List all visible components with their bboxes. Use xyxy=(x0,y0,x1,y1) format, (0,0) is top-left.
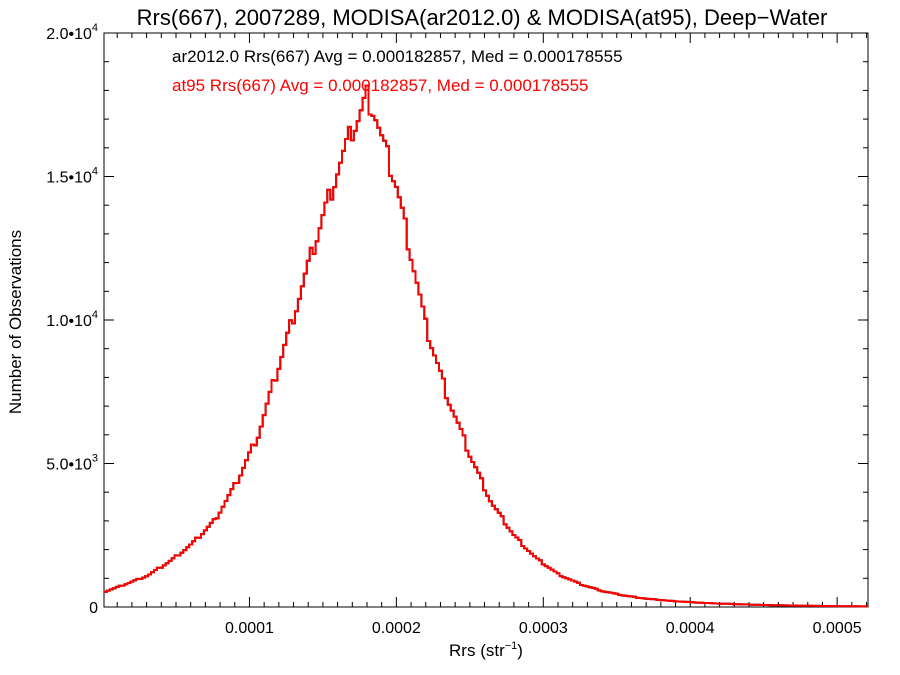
histogram-series-ar2012.0 xyxy=(104,84,868,608)
y-tick-exponent: 4 xyxy=(92,166,98,178)
x-tick-label: 0.0004 xyxy=(666,620,715,637)
y-axis-label: Number of Observations xyxy=(6,230,25,414)
chart-title: Rrs(667), 2007289, MODISA(ar2012.0) & MO… xyxy=(137,5,828,30)
histogram-series-at95 xyxy=(104,84,868,608)
y-tick-exponent: 3 xyxy=(92,453,98,465)
histogram-series-layer xyxy=(104,84,868,608)
x-axis-label-exponent: −1 xyxy=(505,640,518,652)
y-tick-mantissa: 0 xyxy=(89,600,98,617)
annotation-ar2012: ar2012.0 Rrs(667) Avg = 0.000182857, Med… xyxy=(172,47,623,66)
y-tick-exponent: 4 xyxy=(92,22,98,34)
y-tick-mantissa: 2.0•10 xyxy=(46,26,92,43)
y-tick-mantissa: 1.5•10 xyxy=(46,170,92,187)
y-tick-label: 1.0•104 xyxy=(46,309,98,330)
annotation-at95: at95 Rrs(667) Avg = 0.000182857, Med = 0… xyxy=(172,76,589,95)
x-tick-label: 0.0005 xyxy=(813,620,862,637)
x-tick-label: 0.0002 xyxy=(372,620,421,637)
y-tick-mantissa: 1.0•10 xyxy=(46,313,92,330)
y-tick-label: 0 xyxy=(89,600,98,617)
x-axis-label-text: Rrs (str xyxy=(449,641,505,660)
x-tick-label: 0.0003 xyxy=(519,620,568,637)
y-tick-exponent: 4 xyxy=(92,309,98,321)
y-tick-mantissa: 5.0•10 xyxy=(46,457,92,474)
plot-frame xyxy=(103,32,869,608)
y-tick-label: 5.0•103 xyxy=(46,453,98,474)
x-tick-label: 0.0001 xyxy=(225,620,274,637)
x-axis-label-close: ) xyxy=(517,641,523,660)
y-tick-label: 1.5•104 xyxy=(46,166,98,187)
x-axis-ticks: 0.0001 0.0002 0.0003 0.0004 0.0005 xyxy=(116,33,868,637)
x-axis-label: Rrs (str−1) xyxy=(449,640,523,660)
y-tick-label: 2.0•104 xyxy=(46,22,98,43)
